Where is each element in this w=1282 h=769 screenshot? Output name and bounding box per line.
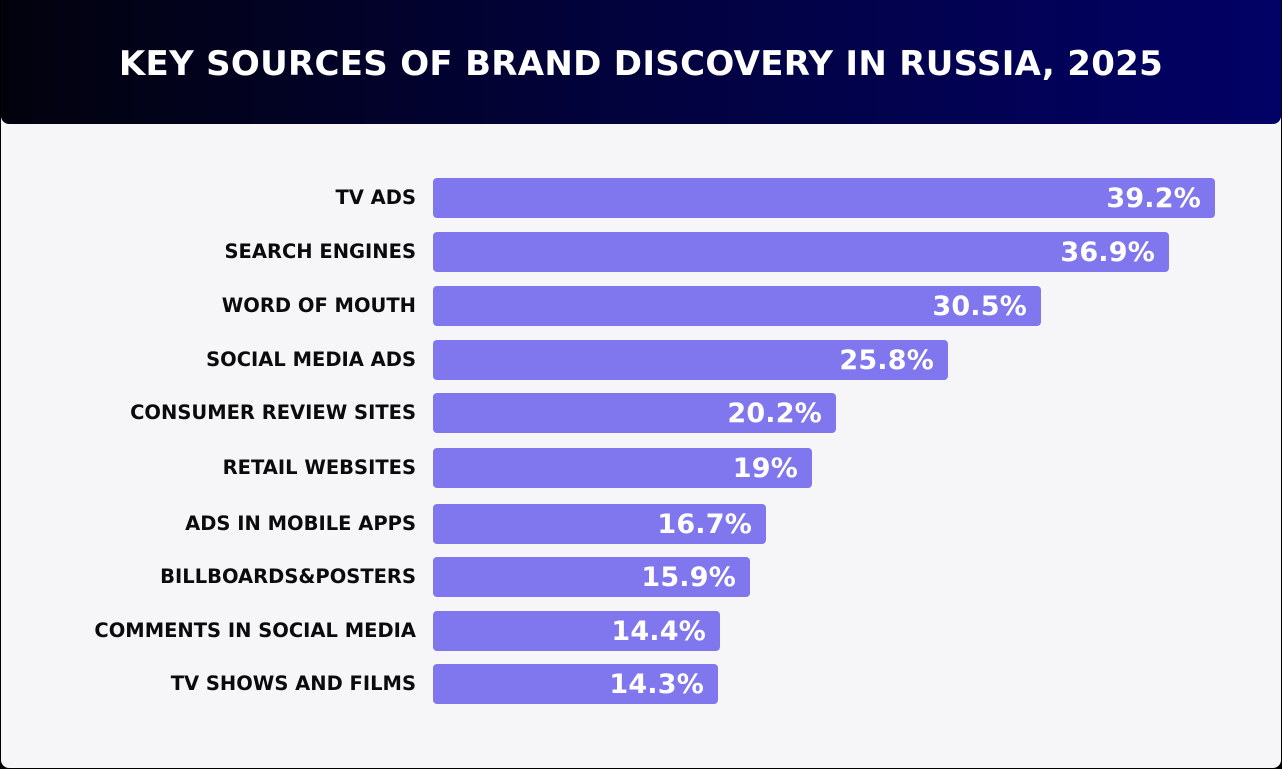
bar-label: BILLBOARDS&POSTERS bbox=[160, 565, 416, 588]
bar: 14.4% bbox=[433, 611, 720, 651]
bar-label: TV ADS bbox=[335, 186, 416, 209]
bar-value-label: 30.5% bbox=[932, 290, 1027, 322]
bar: 14.3% bbox=[433, 664, 718, 704]
bar: 30.5% bbox=[433, 286, 1041, 326]
bar-row: RETAIL WEBSITES 19% bbox=[1, 448, 1281, 488]
bar-value-label: 14.4% bbox=[611, 615, 706, 647]
bar-value-label: 16.7% bbox=[657, 508, 752, 540]
bar-label: CONSUMER REVIEW SITES bbox=[130, 401, 416, 424]
chart-header: KEY SOURCES OF BRAND DISCOVERY IN RUSSIA… bbox=[1, 0, 1281, 124]
bar: 15.9% bbox=[433, 557, 750, 597]
bar-value-label: 19% bbox=[732, 452, 798, 484]
bar-label: TV SHOWS AND FILMS bbox=[170, 672, 416, 695]
bar-row: CONSUMER REVIEW SITES 20.2% bbox=[1, 393, 1281, 433]
bar: 36.9% bbox=[433, 232, 1169, 272]
chart-title: KEY SOURCES OF BRAND DISCOVERY IN RUSSIA… bbox=[118, 43, 1164, 84]
bar-label: SEARCH ENGINES bbox=[224, 240, 416, 263]
bar-value-label: 39.2% bbox=[1106, 182, 1201, 214]
bar: 25.8% bbox=[433, 340, 948, 380]
bar-row: ADS IN MOBILE APPS 16.7% bbox=[1, 504, 1281, 544]
bar-row: COMMENTS IN SOCIAL MEDIA 14.4% bbox=[1, 611, 1281, 651]
bar-label: WORD OF MOUTH bbox=[221, 294, 416, 317]
bar-row: BILLBOARDS&POSTERS 15.9% bbox=[1, 557, 1281, 597]
bar-row: WORD OF MOUTH 30.5% bbox=[1, 286, 1281, 326]
bar: 20.2% bbox=[433, 393, 836, 433]
bar-value-label: 14.3% bbox=[609, 668, 704, 700]
bar-value-label: 15.9% bbox=[641, 561, 736, 593]
bar-label: RETAIL WEBSITES bbox=[222, 456, 416, 479]
bar-row: TV ADS 39.2% bbox=[1, 178, 1281, 218]
bar-label: COMMENTS IN SOCIAL MEDIA bbox=[94, 619, 416, 642]
bar-row: TV SHOWS AND FILMS 14.3% bbox=[1, 664, 1281, 704]
bar: 16.7% bbox=[433, 504, 766, 544]
bar-value-label: 36.9% bbox=[1060, 236, 1155, 268]
bar-value-label: 25.8% bbox=[839, 344, 934, 376]
bar-value-label: 20.2% bbox=[727, 397, 822, 429]
bar: 39.2% bbox=[433, 178, 1215, 218]
bar-label: SOCIAL MEDIA ADS bbox=[206, 348, 416, 371]
bar: 19% bbox=[433, 448, 812, 488]
bar-row: SEARCH ENGINES 36.9% bbox=[1, 232, 1281, 272]
bar-row: SOCIAL MEDIA ADS 25.8% bbox=[1, 340, 1281, 380]
bar-label: ADS IN MOBILE APPS bbox=[185, 512, 416, 535]
